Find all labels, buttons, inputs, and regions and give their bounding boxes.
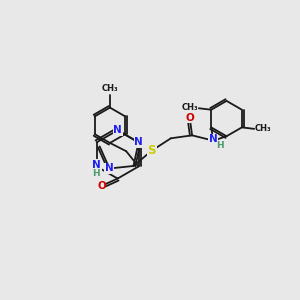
Text: S: S [148,144,156,157]
Text: CH₃: CH₃ [255,124,272,134]
Text: CH₃: CH₃ [182,103,198,112]
Text: CH₃: CH₃ [102,84,118,93]
Text: N: N [92,160,101,170]
Text: N: N [113,125,122,135]
Text: H: H [216,141,224,150]
Text: N: N [209,134,218,144]
Text: O: O [185,113,194,123]
Text: N: N [134,137,143,147]
Text: H: H [92,169,100,178]
Text: N: N [134,137,143,147]
Text: O: O [97,181,106,191]
Text: N: N [105,164,114,173]
